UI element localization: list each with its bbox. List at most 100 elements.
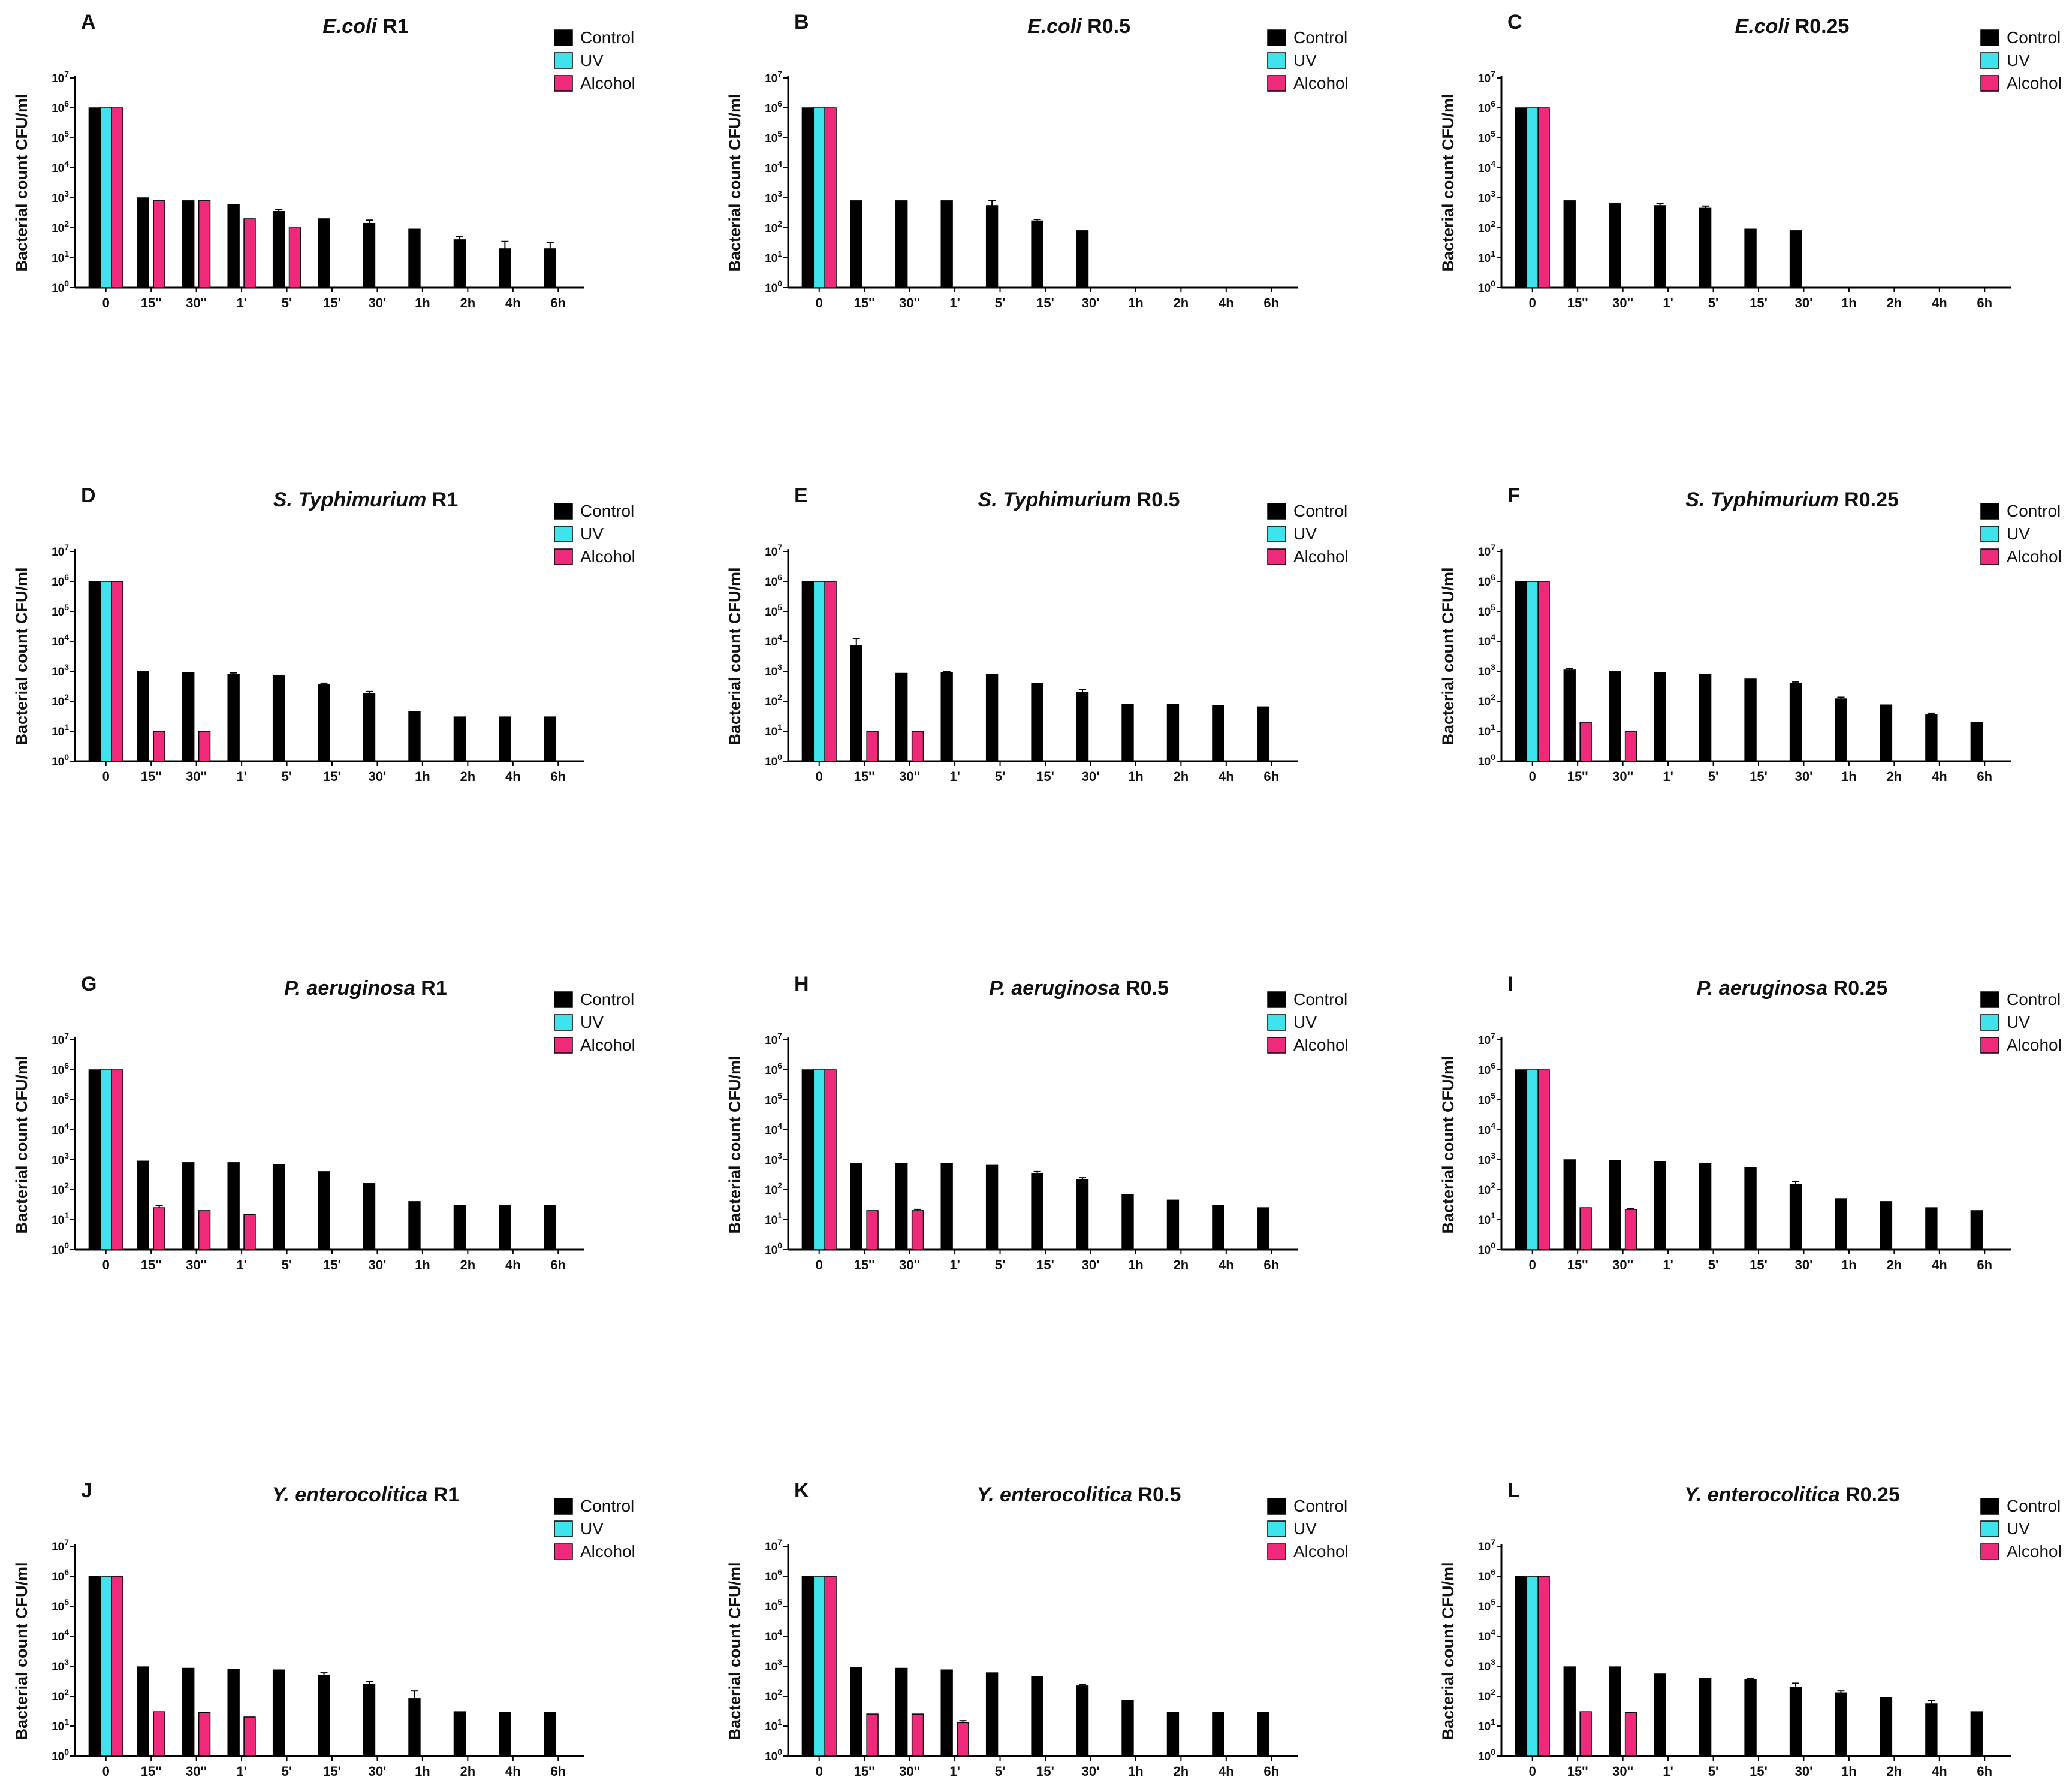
x-tick-label: 15' (1036, 769, 1054, 784)
bar-control-2 (1609, 671, 1621, 762)
title-species: P. aeruginosa (284, 977, 415, 1000)
y-tick-label: 100 (765, 1747, 782, 1763)
x-tick-label: 30'' (186, 1257, 207, 1272)
x-tick-label: 6h (550, 1257, 566, 1272)
legend-label-control: Control (1293, 502, 1347, 520)
bar-control-2 (182, 1667, 195, 1757)
x-tick-label: 0 (816, 769, 823, 784)
bar-control-4 (985, 205, 999, 288)
legend-swatch-uv (1267, 52, 1286, 69)
legend-swatch-control (1267, 503, 1286, 520)
x-tick-label: 6h (1263, 1764, 1279, 1779)
bar-control-5 (318, 1675, 330, 1757)
y-tick-label: 103 (765, 662, 782, 678)
panel-letter: K (794, 1479, 809, 1502)
legend-swatch-uv (554, 1014, 573, 1031)
bar-alcohol-3 (957, 1722, 969, 1757)
x-tick-label: 0 (816, 295, 823, 310)
y-tick-label: 106 (765, 1061, 782, 1077)
panel-letter: B (794, 11, 809, 34)
bar-alcohol-2 (198, 1210, 211, 1250)
panel-title: E.coli R1 (322, 15, 409, 38)
y-axis-label: Bacterial count CFU/ml (1439, 93, 1457, 271)
panel-letter: E (794, 484, 808, 507)
y-tick-label: 105 (765, 1091, 782, 1107)
bar-control-3 (940, 1669, 953, 1757)
x-tick-label: 5' (995, 1764, 1005, 1779)
bar-alcohol-2 (911, 1713, 924, 1757)
x-tick-label: 2h (1887, 769, 1902, 784)
x-tick-label: 1h (1128, 1257, 1144, 1272)
x-tick-label: 5' (282, 295, 292, 310)
panel-k: K Y. enterocolitica R0.5 Bacterial count C… (726, 1479, 1349, 1779)
bar-uv-0 (813, 107, 825, 288)
panel-title: S. Typhimurium R0.25 (1685, 488, 1899, 511)
y-tick-label: 103 (1478, 189, 1495, 205)
bar-control-1 (137, 1160, 149, 1250)
bar-control-2 (895, 1163, 908, 1250)
legend-swatch-alcohol (554, 75, 573, 92)
x-tick-label: 5' (995, 769, 1005, 784)
bar-alcohol-1 (153, 1207, 165, 1250)
x-tick-label: 1' (1663, 769, 1673, 784)
title-suffix: R1 (427, 1483, 459, 1506)
panel-title: P. aeruginosa R0.25 (1697, 977, 1888, 1000)
panel-g: G P. aeruginosa R1 Bacterial count CFU/ml 1… (13, 973, 635, 1272)
bar-uv-0 (99, 1069, 112, 1250)
x-tick-label: 15' (1036, 295, 1054, 310)
legend: Control UV Alcohol (1980, 1497, 2062, 1561)
bar-control-2 (895, 1667, 908, 1757)
x-tick-label: 30'' (1612, 1764, 1633, 1779)
y-tick-label: 102 (1478, 219, 1495, 235)
panel-title: Y. enterocolitica R1 (272, 1483, 459, 1506)
panel-f: F S. Typhimurium R0.25 Bacterial count CFU… (1439, 484, 2062, 784)
legend-label-control: Control (2007, 990, 2061, 1009)
legend-swatch-uv (1980, 526, 1999, 542)
x-tick-label: 2h (1887, 1257, 1902, 1272)
x-tick-label: 30' (369, 1257, 387, 1272)
y-tick-label: 100 (1478, 752, 1495, 768)
y-tick-label: 103 (1478, 662, 1495, 678)
panel-title: S. Typhimurium R1 (273, 488, 459, 511)
title-species: S. Typhimurium (273, 488, 427, 511)
legend: Control UV Alcohol (1267, 28, 1349, 92)
x-tick-label: 15'' (1567, 769, 1588, 784)
y-tick-label: 107 (1478, 1031, 1495, 1047)
bar-control-0 (801, 1576, 815, 1757)
y-tick-label: 106 (1478, 99, 1495, 115)
x-tick-label: 30'' (899, 769, 920, 784)
legend: Control UV Alcohol (1980, 990, 2062, 1054)
legend-label-uv: UV (1293, 51, 1317, 70)
bar-alcohol-2 (911, 731, 924, 762)
legend-swatch-alcohol (1267, 1543, 1286, 1560)
x-tick-label: 2h (1174, 769, 1189, 784)
bar-control-9 (499, 1205, 511, 1250)
x-tick-label: 4h (1932, 295, 1947, 310)
x-tick-label: 15' (323, 769, 341, 784)
legend-label-alcohol: Alcohol (580, 74, 635, 92)
bar-alcohol-3 (243, 1716, 256, 1757)
bar-alcohol-0 (111, 581, 123, 762)
y-tick-label: 103 (52, 1657, 69, 1673)
legend: Control UV Alcohol (1267, 1497, 1349, 1561)
x-tick-label: 1' (1663, 295, 1673, 310)
x-tick-label: 15'' (854, 1257, 875, 1272)
bar-uv-0 (1526, 581, 1539, 762)
bar-control-0 (801, 107, 815, 288)
bar-control-6 (363, 222, 376, 288)
bar-control-1 (1563, 1159, 1576, 1250)
bar-alcohol-2 (1624, 1712, 1637, 1757)
x-tick-label: 4h (1219, 1764, 1234, 1779)
x-tick-label: 4h (1932, 769, 1947, 784)
panel-d: D S. Typhimurium R1 Bacterial count CFU/ml… (13, 484, 635, 784)
x-tick-label: 1' (236, 295, 246, 310)
x-tick-label: 1h (1841, 769, 1857, 784)
x-tick-label: 4h (1219, 295, 1234, 310)
bar-control-0 (88, 1576, 101, 1757)
x-tick-label: 15' (1750, 1257, 1768, 1272)
bar-control-0 (88, 581, 101, 762)
bar-alcohol-0 (1537, 1576, 1550, 1757)
x-tick-label: 6h (550, 295, 566, 310)
bar-control-3 (1654, 205, 1666, 288)
bar-uv-0 (1526, 107, 1539, 288)
